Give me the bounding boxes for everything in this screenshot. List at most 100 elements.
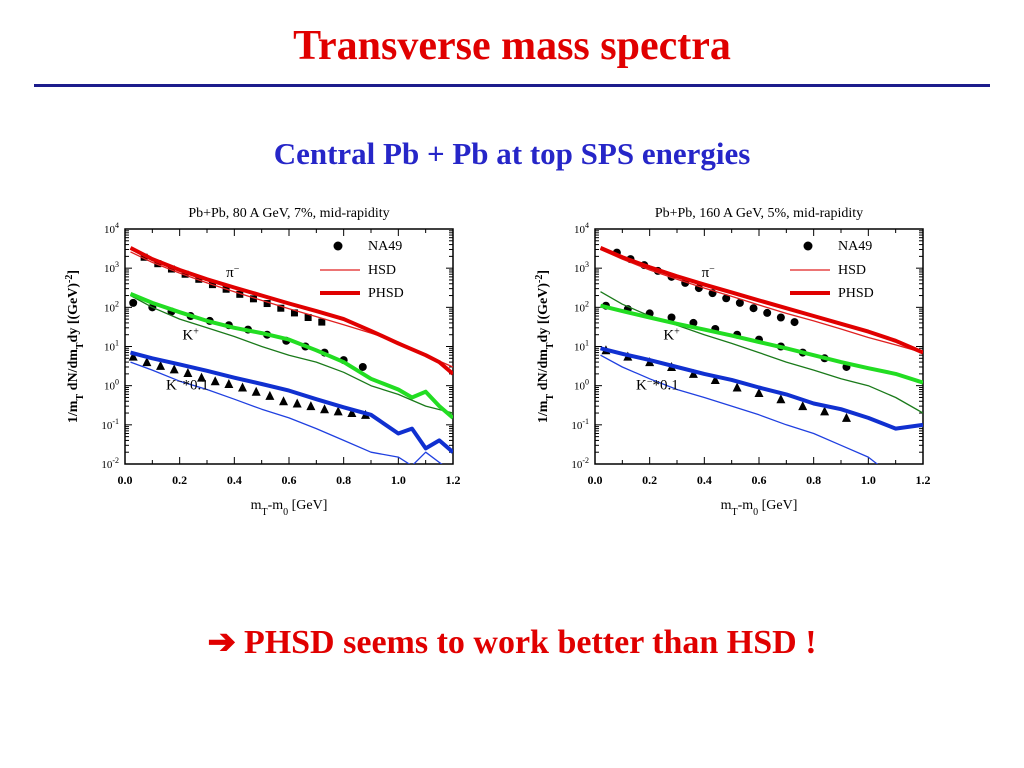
data-point-na49-piminus <box>140 253 148 261</box>
y-tick-label: 104 <box>574 221 589 236</box>
y-tick-label: 100 <box>574 378 589 393</box>
chart-160gev: Pb+Pb, 160 A GeV, 5%, mid-rapidity 0.0 0.2… <box>534 206 931 518</box>
x-tick-label: 0.6 <box>282 473 297 487</box>
data-point-na49-piminus <box>249 295 257 303</box>
x-tick-label: 0.6 <box>752 473 767 487</box>
data-point-na49-piminus <box>290 309 298 317</box>
legend-marker-na49 <box>803 241 813 251</box>
series-phsd-Kplus <box>600 303 923 385</box>
data-point-na49-Kminus <box>320 404 330 414</box>
data-point-na49-piminus <box>236 290 244 298</box>
x-tick-label: 0.0 <box>588 473 603 487</box>
series-hsd-piminus <box>600 248 923 354</box>
y-tick-label: 101 <box>104 339 119 354</box>
x-tick-label: 0.0 <box>118 473 133 487</box>
x-tick-label: 0.8 <box>336 473 351 487</box>
data-point-na49-piminus <box>749 304 758 313</box>
x-tick-label: 1.0 <box>861 473 876 487</box>
y-tick-label: 102 <box>104 299 119 314</box>
chart-legend: NA49 HSD PHSD <box>320 239 404 301</box>
plot-area <box>128 246 453 464</box>
legend-marker-na49 <box>333 241 343 251</box>
chart-legend: NA49 HSD PHSD <box>790 239 874 301</box>
data-point-na49-piminus <box>277 304 285 312</box>
particle-label: K+ <box>182 326 199 344</box>
conclusion-text: ➔ PHSD seems to work better than HSD ! <box>0 622 1024 662</box>
x-tick-label: 1.0 <box>391 473 406 487</box>
data-point-na49-Kminus <box>224 379 234 389</box>
legend-label-na49: NA49 <box>368 239 402 254</box>
data-point-na49-Kplus <box>129 298 138 307</box>
y-tick-label: 10-1 <box>101 417 119 432</box>
series-phsd-piminus <box>129 246 453 376</box>
data-point-na49-piminus <box>263 300 271 308</box>
data-point-na49-Kminus <box>841 412 851 422</box>
data-point-na49-Kminus <box>156 360 166 370</box>
slide-title: Transverse mass spectra <box>293 23 731 69</box>
data-point-na49-Kminus <box>333 406 343 416</box>
slide-subtitle: Central Pb + Pb at top SPS energies <box>273 136 751 171</box>
data-point-na49-piminus <box>776 313 785 322</box>
data-point-na49-Kminus <box>238 382 248 392</box>
data-point-na49-piminus <box>181 270 189 278</box>
data-point-na49-Kminus <box>265 390 275 400</box>
y-tick-label: 104 <box>104 221 119 236</box>
data-point-na49-piminus <box>790 318 799 327</box>
legend-label-phsd: PHSD <box>368 286 404 301</box>
series-hsd-Kminus <box>600 354 879 464</box>
y-tick-label: 103 <box>104 260 119 275</box>
y-tick-label: 102 <box>574 299 589 314</box>
data-point-na49-Kminus <box>820 406 830 416</box>
series-phsd-Kminus <box>600 346 923 431</box>
y-tick-label: 10-2 <box>571 456 589 471</box>
x-axis-label: mT-m0 [GeV] <box>251 498 328 518</box>
data-point-na49-Kminus <box>279 396 289 406</box>
particle-label: π− <box>226 263 240 281</box>
data-point-na49-Kminus <box>210 376 220 386</box>
data-point-na49-Kminus <box>306 401 316 411</box>
chart-80gev: Pb+Pb, 80 A GeV, 7%, mid-rapidity 0.0 0.2 0… <box>64 206 461 518</box>
legend-label-hsd: HSD <box>368 263 396 278</box>
data-point-na49-piminus <box>304 314 312 322</box>
x-tick-label: 0.4 <box>227 473 242 487</box>
series-hsd-Kminus <box>130 361 443 464</box>
data-point-na49-piminus <box>722 294 731 303</box>
series-phsd-Kplus <box>129 292 453 420</box>
x-tick-label: 1.2 <box>446 473 461 487</box>
data-point-na49-Kplus <box>358 362 367 371</box>
chart-title: Pb+Pb, 80 A GeV, 7%, mid-rapidity <box>188 206 389 221</box>
y-axis-label: 1/mT dN/dmTdy [(GeV)-2] <box>534 270 556 423</box>
data-point-na49-Kminus <box>197 372 207 382</box>
series-phsd-Kminus <box>129 350 453 454</box>
x-tick-label: 0.8 <box>806 473 821 487</box>
particle-label: K−*0.1 <box>636 376 679 394</box>
data-point-na49-piminus <box>167 265 175 273</box>
data-point-na49-Kminus <box>776 394 786 404</box>
x-tick-label: 0.2 <box>172 473 187 487</box>
y-tick-label: 101 <box>574 339 589 354</box>
x-tick-label: 1.2 <box>916 473 931 487</box>
data-point-na49-Kminus <box>183 368 193 378</box>
data-point-na49-Kminus <box>251 386 261 396</box>
x-axis-label: mT-m0 [GeV] <box>721 498 798 518</box>
data-point-na49-Kminus <box>128 351 138 361</box>
data-point-na49-Kminus <box>798 401 808 411</box>
series-hsd-Kplus <box>130 294 453 414</box>
data-point-na49-Kminus <box>732 382 742 392</box>
y-tick-label: 100 <box>104 378 119 393</box>
title-rule <box>34 84 990 87</box>
y-tick-label: 10-2 <box>101 456 119 471</box>
chart-title: Pb+Pb, 160 A GeV, 5%, mid-rapidity <box>655 206 863 221</box>
conclusion-label: PHSD seems to work better than HSD ! <box>243 624 817 661</box>
y-tick-label: 103 <box>574 260 589 275</box>
data-point-na49-Kminus <box>169 364 179 374</box>
right-arrow-icon: ➔ <box>207 624 236 661</box>
particle-label: K−*0.1 <box>166 376 209 394</box>
data-point-na49-Kminus <box>710 374 720 384</box>
data-point-na49-Kminus <box>754 387 764 397</box>
y-axis-label: 1/mT dN/dmTdy [(GeV)-2] <box>64 270 86 423</box>
data-point-na49-piminus <box>154 260 162 268</box>
legend-label-hsd: HSD <box>838 263 866 278</box>
legend-label-na49: NA49 <box>838 239 872 254</box>
data-point-na49-Kminus <box>688 368 698 378</box>
